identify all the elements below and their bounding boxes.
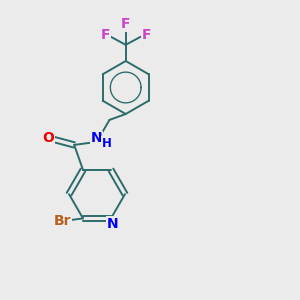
Text: N: N <box>91 131 103 146</box>
Text: F: F <box>100 28 110 42</box>
Text: F: F <box>121 17 130 31</box>
Text: Br: Br <box>54 214 71 228</box>
Text: O: O <box>43 130 55 145</box>
Text: H: H <box>102 137 112 150</box>
Text: N: N <box>106 217 118 231</box>
Text: F: F <box>142 28 151 42</box>
